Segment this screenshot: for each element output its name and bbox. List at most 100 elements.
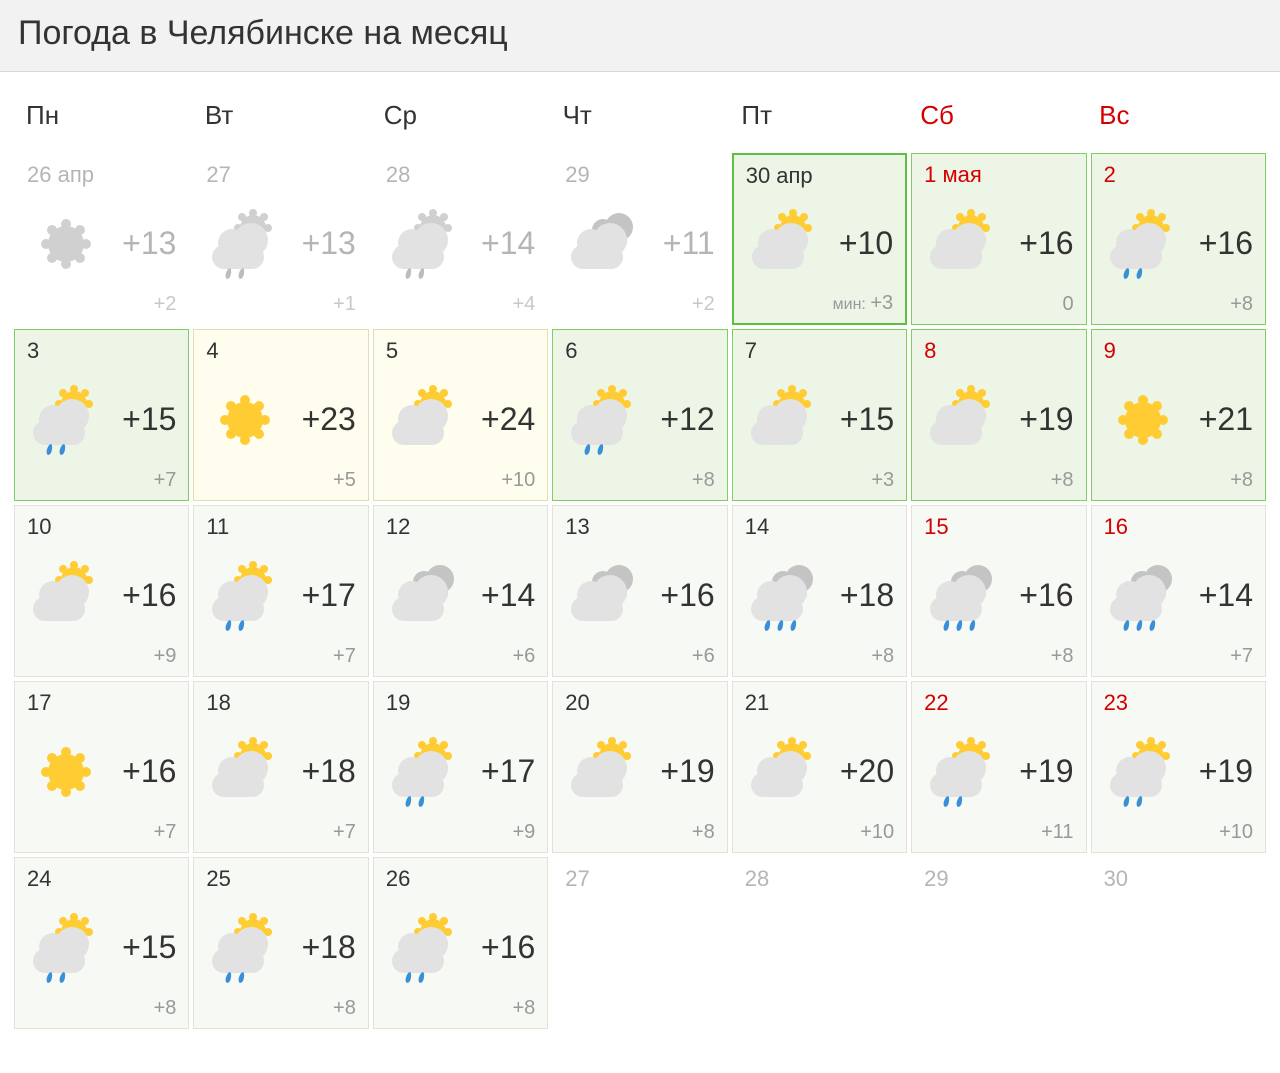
day-date-label: 20 — [565, 692, 714, 714]
day-mid-row: +14 — [386, 542, 535, 649]
day-temp-low: +8 — [924, 645, 1073, 668]
day-cell[interactable]: 14+18+8 — [732, 505, 907, 677]
partly-rain-icon — [386, 205, 464, 283]
day-mid-row: +11 — [565, 190, 714, 297]
day-mid-row: +16 — [27, 542, 176, 649]
partly-rain-icon — [27, 909, 105, 987]
day-date-label: 29 — [565, 164, 714, 186]
day-cell[interactable]: 21+20+10 — [732, 681, 907, 853]
day-temp-low: +6 — [565, 645, 714, 668]
day-cell[interactable]: 2+16+8 — [1091, 153, 1266, 325]
day-mid-row: +19 — [565, 718, 714, 825]
overcast-rain-icon — [745, 557, 823, 635]
day-cell[interactable]: 7+15+3 — [732, 329, 907, 501]
day-temp-low-value: +8 — [1051, 645, 1074, 667]
day-cell[interactable]: 9+21+8 — [1091, 329, 1266, 501]
day-cell[interactable]: 20 +19+8 — [552, 681, 727, 853]
day-date-label: 7 — [745, 340, 894, 362]
day-mid-row: +17 — [206, 542, 355, 649]
day-temp-high: +15 — [114, 401, 176, 438]
day-temp-high: +19 — [1012, 753, 1074, 790]
day-temp-low: +7 — [206, 821, 355, 844]
day-date-label: 11 — [206, 516, 355, 538]
day-cell[interactable]: 19+17+9 — [373, 681, 548, 853]
partly-cloudy-icon — [206, 733, 284, 811]
day-temp-low: +10 — [386, 469, 535, 492]
day-temp-high: +16 — [473, 929, 535, 966]
sunny-icon — [27, 733, 105, 811]
weekday-header-row: ПнВтСрЧтПтСбВс — [14, 82, 1266, 147]
partly-rain-icon — [206, 909, 284, 987]
day-temp-high: +13 — [294, 225, 356, 262]
day-cell[interactable]: 24+15+8 — [14, 857, 189, 1029]
day-temp-high: +16 — [114, 753, 176, 790]
day-cell[interactable]: 26+16+8 — [373, 857, 548, 1029]
day-cell[interactable]: 4+23+5 — [193, 329, 368, 501]
day-cell[interactable]: 13+16+6 — [552, 505, 727, 677]
partly-cloudy-icon — [745, 381, 823, 459]
day-cell[interactable]: 12+14+6 — [373, 505, 548, 677]
day-date-label: 26 апр — [27, 164, 176, 186]
day-date-label: 10 — [27, 516, 176, 538]
day-cell[interactable]: 18+18+7 — [193, 681, 368, 853]
day-temp-high: +15 — [832, 401, 894, 438]
day-temp-low-value: +5 — [333, 469, 356, 491]
day-temp-low-value: +7 — [154, 821, 177, 843]
day-cell[interactable]: 23+19+10 — [1091, 681, 1266, 853]
day-cell[interactable]: 6+12+8 — [552, 329, 727, 501]
day-cell: 29 +11+2 — [552, 153, 727, 325]
partly-rain-icon — [386, 909, 464, 987]
day-temp-low-value: +8 — [154, 997, 177, 1019]
day-temp-low: +8 — [1104, 293, 1253, 316]
day-temp-low: +8 — [206, 997, 355, 1020]
day-temp-high: +15 — [114, 929, 176, 966]
day-temp-low: +2 — [565, 293, 714, 316]
calendar: ПнВтСрЧтПтСбВс 26 апр+13+227+13+128+14+4… — [0, 72, 1280, 1047]
day-cell[interactable]: 17+16+7 — [14, 681, 189, 853]
day-cell[interactable]: 16+14+7 — [1091, 505, 1266, 677]
day-cell[interactable]: 10+16+9 — [14, 505, 189, 677]
day-temp-high: +14 — [473, 577, 535, 614]
day-temp-low-value: +6 — [512, 645, 535, 667]
day-temp-low-value: +10 — [860, 821, 894, 843]
day-mid-row: +24 — [386, 366, 535, 473]
day-cell[interactable]: 22+19+11 — [911, 681, 1086, 853]
page-title: Погода в Челябинске на месяц — [18, 14, 1262, 53]
day-temp-high: +14 — [473, 225, 535, 262]
day-cell[interactable]: 11+17+7 — [193, 505, 368, 677]
day-date-label: 28 — [386, 164, 535, 186]
day-temp-high: +17 — [473, 753, 535, 790]
day-date-label: 14 — [745, 516, 894, 538]
day-temp-low-value: +8 — [1230, 469, 1253, 491]
day-temp-high: +10 — [831, 225, 893, 262]
day-cell[interactable]: 8+19+8 — [911, 329, 1086, 501]
day-temp-low-value: +7 — [154, 469, 177, 491]
day-temp-low-value: +8 — [692, 821, 715, 843]
sunny-icon — [27, 205, 105, 283]
partly-cloudy-icon — [924, 205, 1002, 283]
day-temp-low-value: +2 — [154, 293, 177, 315]
day-cell[interactable]: 1 мая+160 — [911, 153, 1086, 325]
day-cell[interactable]: 15+16+8 — [911, 505, 1086, 677]
day-temp-low: +8 — [386, 997, 535, 1020]
day-cell: 26 апр+13+2 — [14, 153, 189, 325]
day-cell[interactable]: 5+24+10 — [373, 329, 548, 501]
day-temp-low-value: +2 — [692, 293, 715, 315]
partly-cloudy-icon — [27, 557, 105, 635]
day-temp-low-value: +8 — [871, 645, 894, 667]
day-mid-row: +23 — [206, 366, 355, 473]
overcast-icon — [386, 557, 464, 635]
day-date-label: 21 — [745, 692, 894, 714]
day-mid-row: +15 — [745, 366, 894, 473]
day-cell[interactable]: 3+15+7 — [14, 329, 189, 501]
day-date-label: 25 — [206, 868, 355, 890]
day-mid-row: +16 — [565, 542, 714, 649]
day-temp-low-value: +8 — [333, 997, 356, 1019]
day-cell[interactable]: 25+18+8 — [193, 857, 368, 1029]
day-date-label: 19 — [386, 692, 535, 714]
day-cell[interactable]: 30 апр+10мин: +3 — [732, 153, 907, 325]
day-date-label: 30 — [1104, 868, 1253, 890]
day-temp-low: +2 — [27, 293, 176, 316]
day-temp-high: +17 — [294, 577, 356, 614]
day-date-label: 22 — [924, 692, 1073, 714]
